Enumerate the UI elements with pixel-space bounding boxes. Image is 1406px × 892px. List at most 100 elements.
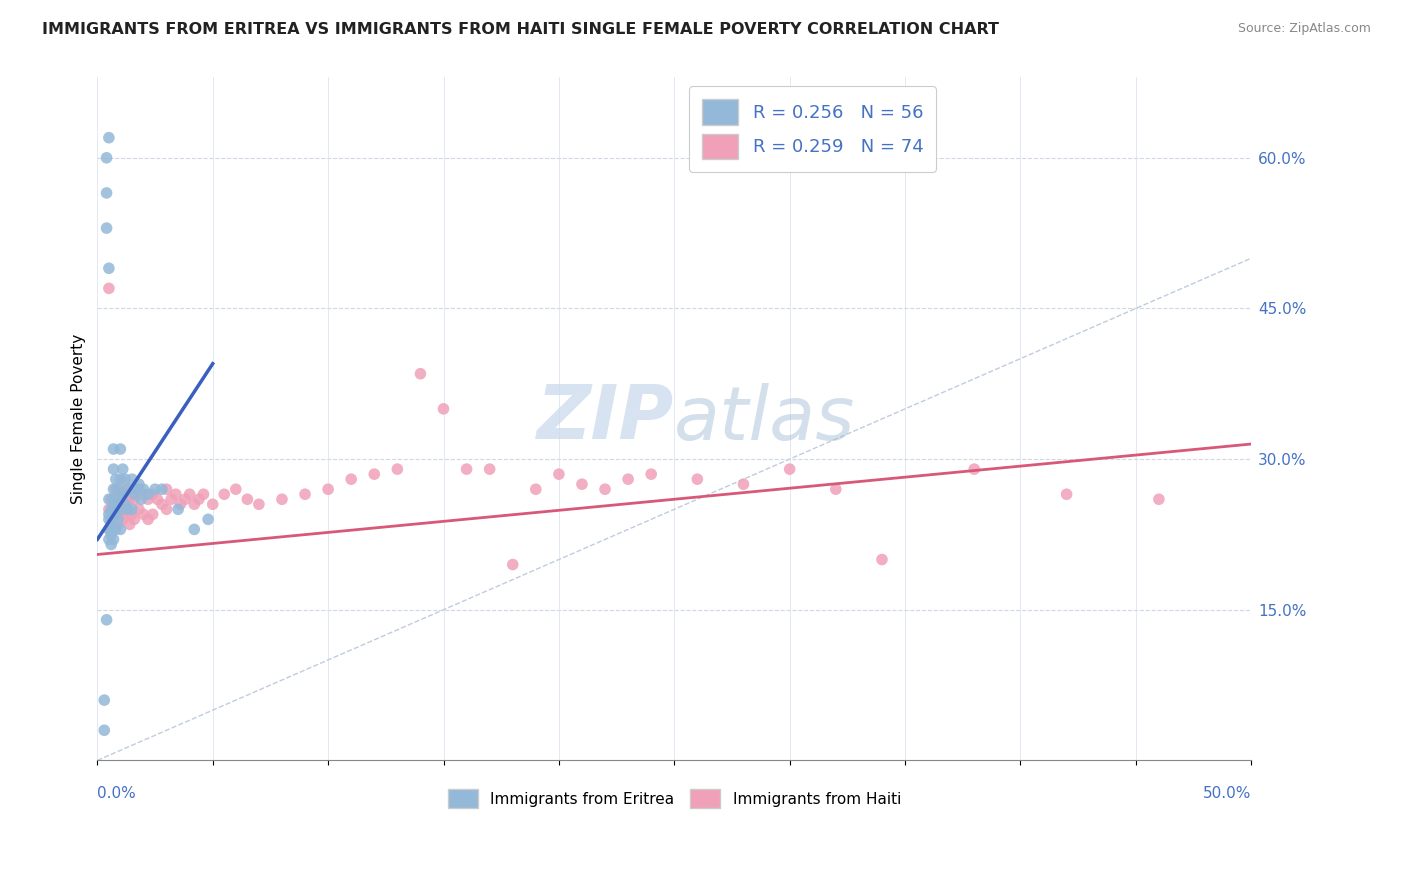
Point (136, 492, 159, 507)
Point (733, 477, 755, 491)
Point (456, 462, 478, 476)
Y-axis label: Single Female Poverty: Single Female Poverty (72, 334, 86, 504)
Point (132, 487, 155, 501)
Point (640, 467, 662, 482)
Point (117, 502, 139, 516)
Point (97, 533, 120, 547)
Point (97, 261, 120, 276)
Point (129, 492, 152, 507)
Point (100, 512, 122, 526)
Point (146, 492, 169, 507)
Point (107, 517, 129, 532)
Point (409, 367, 432, 381)
Point (104, 508, 127, 522)
Point (100, 502, 122, 516)
Point (340, 472, 363, 486)
Point (214, 487, 236, 501)
Point (165, 487, 187, 501)
Point (132, 482, 155, 496)
Point (271, 492, 294, 507)
Point (110, 502, 132, 516)
Point (96, 151, 118, 165)
Point (97, 130, 120, 145)
Point (100, 522, 122, 536)
Point (294, 487, 316, 501)
Point (104, 482, 127, 496)
Point (150, 497, 173, 511)
Point (167, 502, 190, 516)
Point (387, 462, 409, 476)
Point (97, 281, 120, 295)
Point (136, 487, 159, 501)
Point (103, 533, 125, 547)
Point (118, 492, 141, 507)
Point (201, 497, 224, 511)
Point (502, 558, 524, 572)
Point (103, 522, 125, 536)
Point (96, 186, 118, 200)
Point (432, 401, 454, 416)
Point (107, 512, 129, 526)
Point (363, 467, 385, 482)
Point (96, 613, 118, 627)
Point (114, 472, 136, 486)
Point (1147, 492, 1170, 507)
Point (197, 512, 219, 526)
Point (97, 508, 120, 522)
Point (183, 522, 205, 536)
Point (107, 482, 129, 496)
Point (111, 487, 134, 501)
Point (183, 497, 205, 511)
Point (103, 482, 125, 496)
Point (121, 472, 143, 486)
Point (169, 497, 191, 511)
Point (97, 502, 120, 516)
Point (193, 487, 215, 501)
Point (100, 492, 122, 507)
Point (93, 723, 115, 738)
Point (121, 502, 143, 516)
Point (128, 482, 150, 496)
Point (316, 482, 339, 496)
Point (103, 502, 125, 516)
Point (870, 552, 893, 566)
Point (104, 472, 127, 486)
Point (121, 508, 143, 522)
Point (110, 472, 132, 486)
Point (571, 477, 593, 491)
Point (236, 492, 259, 507)
Point (824, 482, 846, 496)
Point (1056, 487, 1078, 501)
Point (155, 482, 177, 496)
Point (124, 492, 146, 507)
Point (686, 472, 709, 486)
Point (128, 502, 150, 516)
Point (107, 497, 129, 511)
Point (100, 517, 122, 532)
Point (160, 492, 183, 507)
Text: atlas: atlas (675, 383, 856, 455)
Point (548, 467, 571, 482)
Point (125, 482, 148, 496)
Point (117, 482, 139, 496)
Point (124, 512, 146, 526)
Point (247, 497, 270, 511)
Point (179, 487, 201, 501)
Point (103, 492, 125, 507)
Point (963, 462, 986, 476)
Point (96, 221, 118, 235)
Point (97, 522, 120, 536)
Point (110, 522, 132, 536)
Text: ZIP: ZIP (537, 383, 675, 456)
Point (114, 508, 136, 522)
Point (111, 492, 134, 507)
Point (114, 497, 136, 511)
Point (225, 482, 247, 496)
Point (143, 482, 166, 496)
Point (117, 482, 139, 496)
Point (593, 482, 616, 496)
Point (103, 442, 125, 456)
Point (132, 508, 155, 522)
Point (128, 477, 150, 491)
Text: 50.0%: 50.0% (1202, 786, 1251, 801)
